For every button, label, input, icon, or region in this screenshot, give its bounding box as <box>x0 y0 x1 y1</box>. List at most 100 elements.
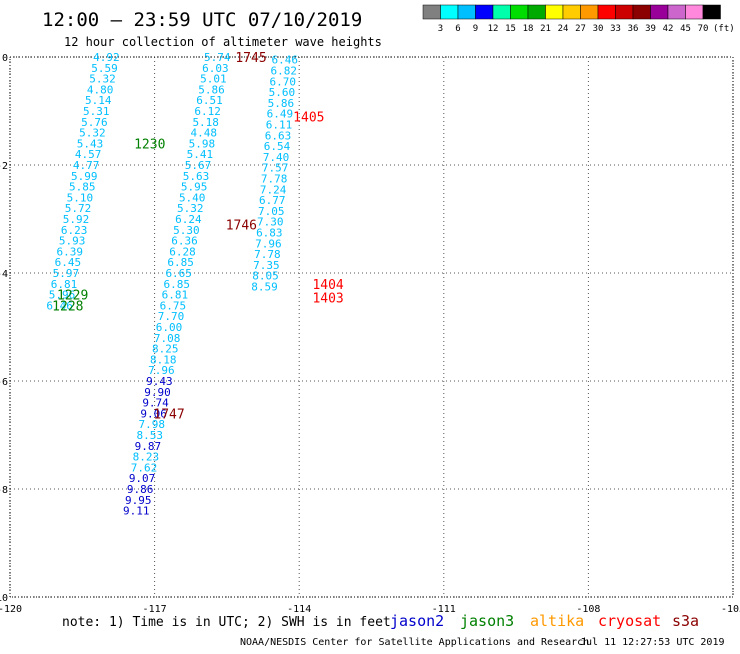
pass-time-label: 1745 <box>235 51 266 66</box>
pass-time-label: 1230 <box>134 137 165 152</box>
wave-height-point: 9.11 <box>123 505 150 518</box>
wave-height-point: 7.96 <box>255 237 282 250</box>
wave-height-point: 6.39 <box>57 245 84 258</box>
wave-height-point: 5.72 <box>65 202 92 215</box>
legend-swatch <box>562 4 581 20</box>
satellite-name: s3a <box>672 612 699 630</box>
wave-height-point: 7.98 <box>138 418 165 431</box>
wave-height-point: 5.63 <box>183 170 210 183</box>
wave-height-point: 7.70 <box>158 310 185 323</box>
wave-height-point: 5.40 <box>179 191 206 204</box>
wave-height-point: 6.00 <box>156 321 183 334</box>
wave-height-point: 5.74 <box>204 51 231 64</box>
legend-label: 3 <box>438 24 443 34</box>
legend-label: 21 <box>540 24 551 34</box>
color-legend: 3 6 9 12 15 18 21 24 27 30 33 36 39 42 45 70 (ft) <box>422 4 735 34</box>
wave-height-point: 7.78 <box>261 173 288 186</box>
x-tick-label: -114 <box>287 604 311 615</box>
wave-height-point: 6.23 <box>61 224 88 237</box>
wave-height-point: 5.32 <box>79 127 106 140</box>
wave-height-point: 8.05 <box>252 270 279 283</box>
wave-height-point: 5.97 <box>53 267 80 280</box>
wave-height-point: 5.60 <box>269 86 296 99</box>
wave-height-point: 6.75 <box>160 299 187 312</box>
legend-swatch <box>475 4 494 20</box>
wave-height-point: 9.07 <box>129 472 156 485</box>
legend-unit: (ft) <box>713 24 735 34</box>
pass-time-label: 1405 <box>293 110 324 125</box>
wave-height-point: 4.57 <box>75 148 102 161</box>
y-tick-label: -2 <box>0 161 8 172</box>
legend-swatch <box>615 4 634 20</box>
wave-height-point: 5.43 <box>77 137 104 150</box>
x-tick-label: -120 <box>0 604 22 615</box>
legend-label: 27 <box>575 24 586 34</box>
wave-height-point: 5.41 <box>187 148 214 161</box>
wave-height-point: 6.82 <box>271 65 298 78</box>
wave-height-point: 7.05 <box>258 205 285 218</box>
legend-swatch <box>632 4 651 20</box>
wave-height-point: 9.86 <box>127 483 154 496</box>
legend-label: 15 <box>505 24 516 34</box>
legend-label: 39 <box>645 24 656 34</box>
wave-height-point: 4.92 <box>93 51 120 64</box>
legend-swatch <box>457 4 476 20</box>
wave-height-point: 6.77 <box>259 194 286 207</box>
wave-height-point: 6.46 <box>46 299 73 312</box>
wave-height-point: 6.65 <box>165 267 192 280</box>
wave-height-point: 5.76 <box>81 116 108 129</box>
legend-label: 9 <box>473 24 478 34</box>
wave-height-point: 4.77 <box>73 159 100 172</box>
legend-swatch <box>580 4 599 20</box>
footer-timestamp: Jul 11 12:27:53 UTC 2019 <box>580 637 725 648</box>
pass-time-label: 1403 <box>312 291 343 306</box>
wave-height-point: 5.30 <box>173 224 200 237</box>
pass-time-label: 1229 <box>57 289 88 304</box>
wave-height-point: 5.31 <box>83 105 110 118</box>
legend-swatch <box>527 4 546 20</box>
legend-label: 6 <box>455 24 460 34</box>
wave-height-point: 7.96 <box>148 364 175 377</box>
wave-height-point: 6.03 <box>202 62 229 75</box>
wave-height-point: 6.54 <box>264 140 291 153</box>
wave-height-point: 6.83 <box>256 227 283 240</box>
wave-height-point: 9.43 <box>146 375 173 388</box>
wave-height-point: 6.45 <box>55 256 82 269</box>
legend-label: 36 <box>628 24 639 34</box>
wave-height-point: 7.40 <box>263 151 290 164</box>
legend-swatch <box>510 4 529 20</box>
wave-height-point: 6.85 <box>167 256 194 269</box>
y-tick-label: -10 <box>0 593 8 604</box>
legend-swatch <box>492 4 511 20</box>
wave-height-point: 6.81 <box>162 289 189 302</box>
legend-label: 12 <box>488 24 499 34</box>
wave-height-point: 5.99 <box>71 170 98 183</box>
wave-height-point: 5.86 <box>198 83 225 96</box>
pass-time-label: 1746 <box>226 218 257 233</box>
wave-height-point: 5.95 <box>181 181 208 194</box>
wave-height-point: 6.24 <box>175 213 202 226</box>
x-tick-label: -117 <box>143 604 167 615</box>
wave-height-point: 5.18 <box>192 116 219 129</box>
wave-height-point: 5.59 <box>91 62 118 75</box>
wave-height-point: 6.85 <box>164 278 191 291</box>
y-tick-label: -6 <box>0 377 8 388</box>
legend-label: 18 <box>523 24 534 34</box>
satellite-legend: jason2 jason3 altika cryosat s3a <box>390 612 699 630</box>
x-tick-label: -108 <box>576 604 600 615</box>
legend-swatch <box>650 4 669 20</box>
wave-height-point: 6.28 <box>169 245 196 258</box>
footer-note: note: 1) Time is in UTC; 2) SWH is in fe… <box>62 615 391 630</box>
wave-height-point: 8.59 <box>251 281 278 294</box>
wave-height-point: 6.49 <box>267 108 294 121</box>
legend-label: 33 <box>610 24 621 34</box>
wave-height-point: 7.08 <box>154 332 181 345</box>
legend-swatch <box>685 4 704 20</box>
wave-height-point: 5.01 <box>200 73 227 86</box>
wave-height-point: 8.23 <box>133 451 160 464</box>
legend-label: 30 <box>593 24 604 34</box>
wave-height-point: 5.86 <box>268 97 295 110</box>
wave-height-point: 6.46 <box>271 54 298 67</box>
y-tick-label: -4 <box>0 269 8 280</box>
wave-height-point: 8.53 <box>137 429 164 442</box>
